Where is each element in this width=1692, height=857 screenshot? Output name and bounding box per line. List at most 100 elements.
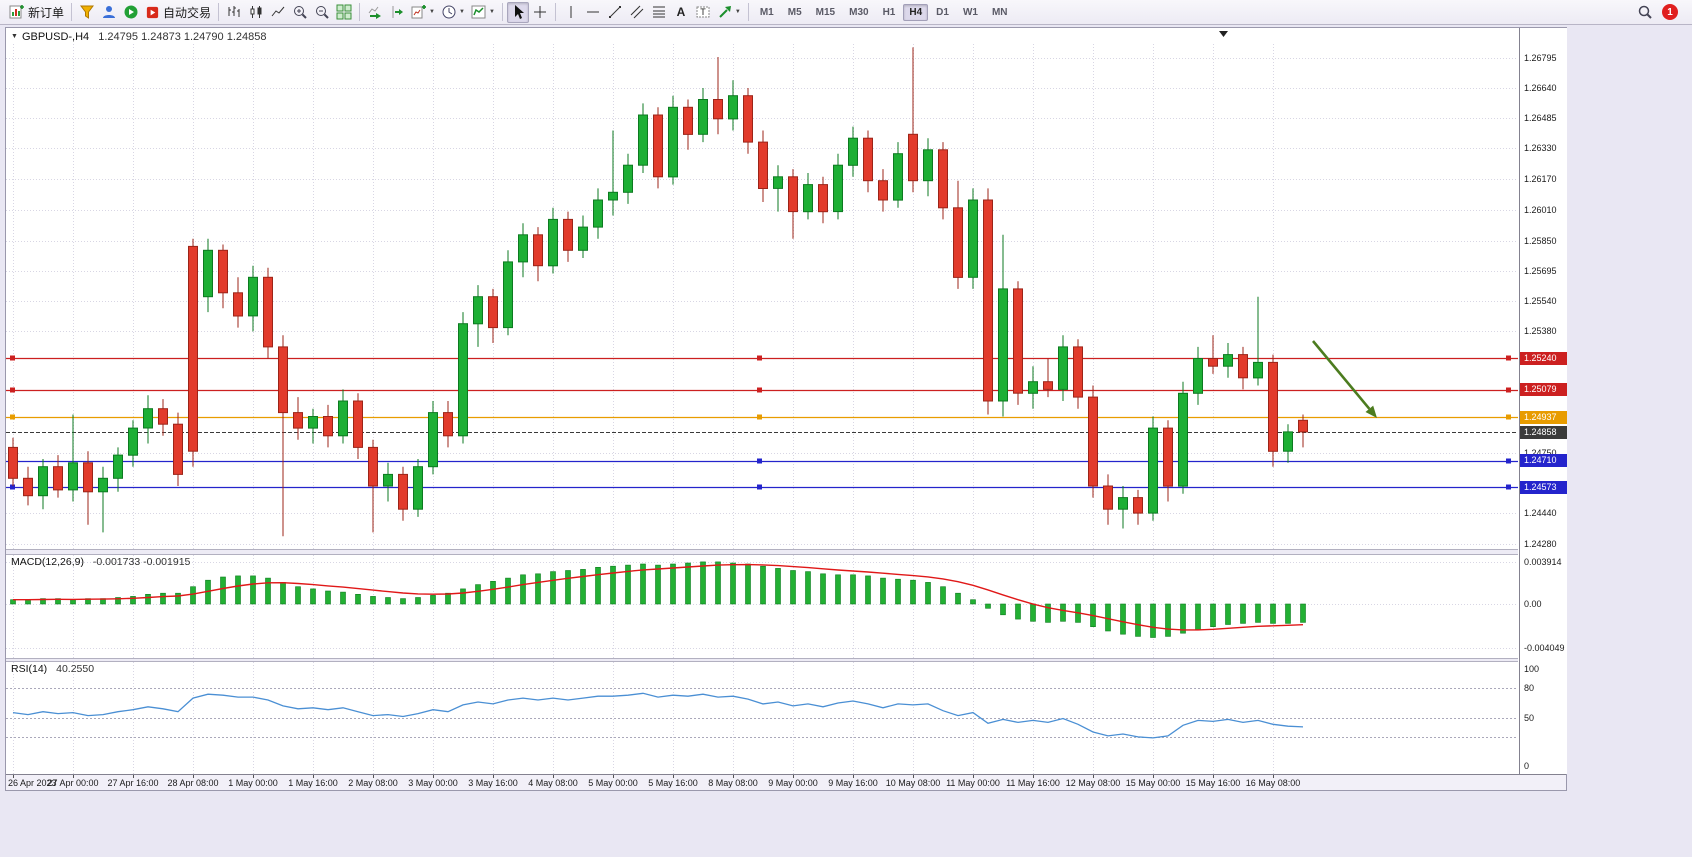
price-axis[interactable]: 1.26795 1.26640 1.26485 1.26330 1.26170 1.260… [1519, 28, 1567, 774]
rsi-label: RSI(14) [11, 663, 48, 675]
bar-chart-button[interactable] [223, 2, 245, 23]
timeframe-button-M1[interactable]: M1 [759, 6, 774, 18]
navigator-button[interactable] [98, 2, 120, 23]
time-axis-label: 10 May 08:00 [885, 778, 941, 788]
time-axis-label: 28 Apr 08:00 [167, 778, 219, 788]
time-axis-label: 9 May 16:00 [828, 778, 878, 788]
shift-chart-button[interactable] [386, 2, 408, 23]
macd-axis-label: 0.00 [1524, 599, 1542, 609]
notification-badge[interactable]: 1 [1662, 4, 1678, 20]
search-button[interactable] [1634, 2, 1656, 23]
zoom-in-button[interactable] [289, 2, 311, 23]
time-tick [973, 775, 974, 778]
periods-button[interactable]: ▼ [438, 2, 468, 23]
timeframe-button-M15[interactable]: M15 [815, 6, 836, 18]
channel-icon [629, 4, 645, 20]
vertical-line-button[interactable] [560, 2, 582, 23]
market-watch-button[interactable] [76, 2, 98, 23]
time-axis-label: 1 May 16:00 [288, 778, 338, 788]
separator [747, 3, 749, 21]
price-level-badge: 1.24573 [1520, 481, 1567, 494]
timeframe-button-M30[interactable]: M30 [849, 6, 869, 18]
timeframe-group: M1 M5 M15 M30 H1 H4 D1 W1 MN [753, 3, 1015, 21]
timeframe-button-M5[interactable]: M5 [787, 6, 802, 18]
rsi-axis-label: 100 [1524, 664, 1540, 674]
zoom-out-button[interactable] [311, 2, 333, 23]
text-label-button[interactable]: T [692, 2, 714, 23]
candlestick-chart-button[interactable] [245, 2, 267, 23]
timeframe-button-H1[interactable]: H1 [882, 6, 896, 18]
timeframe-button-W1[interactable]: W1 [962, 6, 978, 18]
macd-label: MACD(12,26,9) [11, 556, 84, 568]
new-order-button[interactable]: 新订单 [6, 2, 67, 23]
time-tick [1153, 775, 1154, 778]
tile-windows-button[interactable] [333, 2, 355, 23]
price-axis-label: 1.26640 [1524, 83, 1557, 93]
price-axis-label: 1.25695 [1524, 266, 1557, 276]
timeframe-button-H4[interactable]: H4 [903, 3, 929, 21]
text-button[interactable]: A [670, 2, 692, 23]
chart-canvas[interactable] [6, 28, 1519, 774]
time-axis-label: 15 May 00:00 [1125, 778, 1181, 788]
time-tick [733, 775, 734, 778]
fibonacci-button[interactable] [648, 2, 670, 23]
time-axis-label: 15 May 16:00 [1185, 778, 1241, 788]
rsi-panel-label: RSI(14) 40.2550 [11, 663, 94, 675]
line-chart-button[interactable] [267, 2, 289, 23]
chevron-down-icon: ▼ [429, 9, 435, 15]
trendline-button[interactable] [604, 2, 626, 23]
new-chart-button[interactable]: ▼ [408, 2, 438, 23]
fibonacci-icon [651, 4, 667, 20]
chart-ohlc-values: 1.24795 1.24873 1.24790 1.24858 [98, 31, 267, 43]
rsi-axis-label: 50 [1524, 713, 1535, 723]
rsi-value: 40.2550 [56, 663, 95, 675]
chart-header: ▼ GBPUSD-,H4 1.24795 1.24873 1.24790 1.24… [11, 31, 266, 43]
crosshair-button[interactable] [529, 2, 551, 23]
new-chart-icon [411, 4, 427, 20]
separator [501, 3, 503, 21]
price-axis-label: 1.26170 [1524, 174, 1557, 184]
arrow-tool-button[interactable]: ▼ [714, 2, 744, 23]
chart-collapse-icon[interactable]: ▼ [11, 33, 18, 40]
indicators-icon [471, 4, 487, 20]
macd-values: -0.001733 -0.001915 [92, 556, 191, 568]
auto-scroll-button[interactable] [364, 2, 386, 23]
price-axis-label: 1.25380 [1524, 326, 1557, 336]
timeframe-button-D1[interactable]: D1 [936, 6, 949, 18]
text-icon: A [673, 4, 689, 20]
macd-axis-label: 0.003914 [1524, 557, 1562, 567]
cursor-button[interactable] [506, 1, 529, 23]
svg-text:T: T [700, 7, 706, 17]
time-tick [1093, 775, 1094, 778]
new-order-label: 新订单 [28, 5, 65, 20]
vertical-line-icon [563, 4, 579, 20]
terminal-button[interactable] [120, 2, 142, 23]
indicators-button[interactable]: ▼ [468, 2, 498, 23]
time-tick [13, 775, 14, 778]
channel-button[interactable] [626, 2, 648, 23]
horizontal-line-button[interactable] [582, 2, 604, 23]
time-tick [613, 775, 614, 778]
time-tick [313, 775, 314, 778]
chart-plot-area: ▼ GBPUSD-,H4 1.24795 1.24873 1.24790 1.24… [6, 28, 1519, 774]
shift-chart-icon [389, 4, 405, 20]
timeframe-button-MN[interactable]: MN [991, 6, 1008, 18]
time-axis[interactable]: 26 Apr 2023 27 Apr 00:00 27 Apr 16:00 28 Ap… [6, 774, 1566, 790]
bar-chart-icon [226, 4, 242, 20]
main-toolbar: 新订单 自动交易 ▼ ▼ ▼ A T ▼ M1 M5 M15 M30 H1 H4 D1 W1 M… [0, 0, 1692, 25]
time-axis-label: 11 May 00:00 [946, 778, 1000, 788]
time-axis-label: 5 May 00:00 [588, 778, 638, 788]
time-tick [433, 775, 434, 778]
price-axis-label: 1.25540 [1524, 296, 1557, 306]
time-tick [853, 775, 854, 778]
separator [359, 3, 361, 21]
separator [218, 3, 220, 21]
time-tick [133, 775, 134, 778]
auto-trading-button[interactable]: 自动交易 [142, 2, 214, 23]
time-tick [73, 775, 74, 778]
crosshair-icon [532, 4, 548, 20]
time-axis-label: 3 May 16:00 [468, 778, 518, 788]
price-level-badge: 1.25079 [1520, 383, 1567, 396]
auto-trading-label: 自动交易 [163, 5, 212, 20]
terminal-icon [123, 4, 139, 20]
